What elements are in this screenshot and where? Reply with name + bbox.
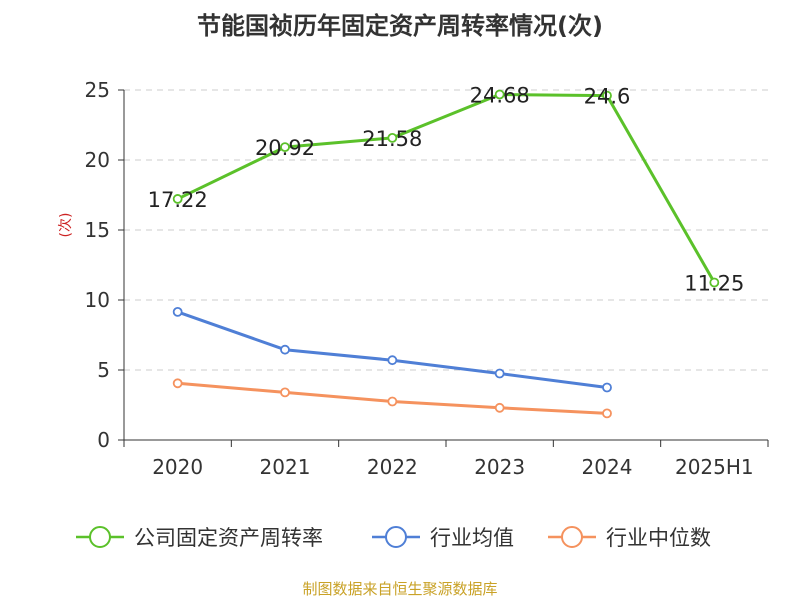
y-tick-label: 0 <box>97 428 110 452</box>
data-point <box>494 402 505 413</box>
data-point <box>280 344 290 355</box>
x-tick-label: 2024 <box>582 455 633 479</box>
y-tick-label: 10 <box>85 288 110 312</box>
y-tick-label: 20 <box>85 148 110 172</box>
data-point <box>387 396 398 407</box>
series-line <box>177 310 608 389</box>
data-point <box>172 378 183 389</box>
data-point <box>494 89 505 100</box>
x-tick-label: 2022 <box>367 455 418 479</box>
x-tick-label: 2025H1 <box>675 455 754 479</box>
x-tick-label: 2023 <box>474 455 525 479</box>
legend-marker <box>561 526 583 548</box>
data-label: 20.92 <box>255 136 315 160</box>
legend-label: 行业均值 <box>430 526 514 550</box>
data-point <box>387 132 398 143</box>
data-source-note: 制图数据来自恒生聚源数据库 <box>302 580 498 598</box>
data-label: 24.6 <box>584 85 631 109</box>
legend-marker <box>89 526 111 548</box>
y-tick-label: 25 <box>85 78 110 102</box>
x-tick-label: 2020 <box>152 455 203 479</box>
data-point <box>172 194 183 204</box>
y-axis-label: (次) <box>58 213 74 238</box>
data-point <box>280 142 290 153</box>
data-point <box>602 382 612 393</box>
data-point <box>280 387 290 398</box>
data-point <box>709 277 720 288</box>
data-label: 24.68 <box>470 83 530 107</box>
legend-label: 行业中位数 <box>606 526 711 550</box>
data-point <box>602 408 612 419</box>
chart-title: 节能国祯历年固定资产周转率情况(次) <box>197 12 603 40</box>
data-label: 11.25 <box>684 272 744 296</box>
y-tick-label: 15 <box>85 218 110 242</box>
data-point <box>494 368 505 379</box>
x-tick-label: 2021 <box>260 455 311 479</box>
data-label: 17.22 <box>148 188 208 212</box>
data-point <box>387 355 398 366</box>
legend-marker <box>385 526 407 548</box>
data-point <box>172 306 183 317</box>
series-line <box>177 92 716 284</box>
data-point <box>602 90 612 101</box>
legend-label: 公司固定资产周转率 <box>134 526 323 550</box>
data-label: 21.58 <box>362 127 422 151</box>
y-tick-label: 5 <box>97 358 110 382</box>
